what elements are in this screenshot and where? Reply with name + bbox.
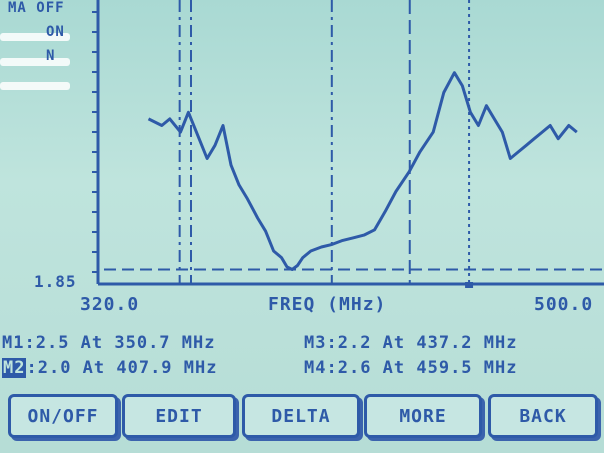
softkey-bar: ON/OFF EDIT DELTA MORE BACK: [8, 390, 600, 438]
on-off-button[interactable]: ON/OFF: [8, 394, 118, 438]
edit-button[interactable]: EDIT: [122, 394, 236, 438]
vswr-trace: [147, 71, 578, 271]
marker-value: :2.5 At 350.7 MHz: [24, 333, 216, 353]
back-button[interactable]: BACK: [488, 394, 598, 438]
x-axis-start-label: 320.0: [80, 294, 140, 315]
marker-readout-m1: M1:2.5 At 350.7 MHz: [2, 333, 215, 353]
y-axis-min-label: 1.85: [34, 272, 77, 291]
marker-readout-m2: M2:2.0 At 407.9 MHz: [2, 358, 217, 378]
marker-id: M1: [2, 333, 25, 353]
x-axis-end-label: 500.0: [534, 294, 594, 315]
delta-button[interactable]: DELTA: [242, 394, 360, 438]
top-label: ON: [46, 24, 65, 40]
marker-value: :2.0 At 407.9 MHz: [26, 358, 218, 378]
vswr-plot: [92, 0, 604, 288]
marker-id: M2: [2, 358, 27, 378]
marker-id: M3: [304, 333, 327, 353]
screen-glare: [0, 82, 70, 90]
active-marker-indicator: [465, 282, 474, 288]
top-label: MA OFF: [8, 0, 65, 16]
marker-id: M4: [304, 358, 327, 378]
top-label: N: [46, 48, 56, 64]
marker-readout-m4: M4:2.6 At 459.5 MHz: [304, 358, 517, 378]
marker-value: :2.6 At 459.5 MHz: [326, 358, 518, 378]
screen-glare: [0, 33, 70, 41]
marker-value: :2.2 At 437.2 MHz: [326, 333, 518, 353]
plot-area: MA OFF ON N 1.85 320.0 FREQ (MHz) 500.0: [0, 0, 604, 315]
x-axis-title: FREQ (MHz): [268, 294, 387, 315]
screen-glare: [0, 58, 70, 66]
marker-readout-m3: M3:2.2 At 437.2 MHz: [304, 333, 517, 353]
more-button[interactable]: MORE: [364, 394, 482, 438]
